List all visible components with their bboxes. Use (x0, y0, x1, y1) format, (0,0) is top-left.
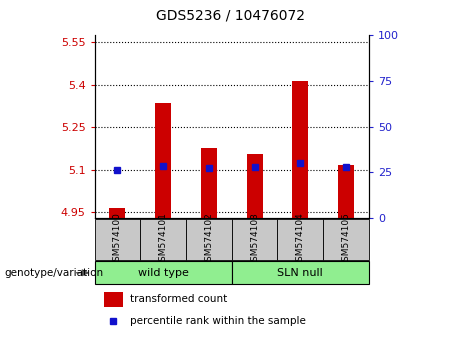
Bar (95, 219, 140, 260)
Bar (95, 261, 231, 284)
Text: genotype/variation: genotype/variation (5, 268, 104, 278)
Bar (155, 103, 171, 218)
Text: GSM574103: GSM574103 (250, 212, 259, 267)
Bar (292, 81, 308, 218)
Bar (140, 219, 186, 260)
Text: wild type: wild type (138, 268, 189, 278)
Bar (231, 219, 278, 260)
Bar (231, 261, 369, 284)
Bar (104, 292, 123, 307)
Text: GSM574105: GSM574105 (342, 212, 350, 267)
Text: SLN null: SLN null (278, 268, 323, 278)
Text: GDS5236 / 10476072: GDS5236 / 10476072 (156, 9, 305, 23)
Bar (323, 219, 369, 260)
Bar (278, 219, 323, 260)
Bar (201, 148, 217, 218)
Text: GSM574102: GSM574102 (204, 212, 213, 267)
Text: GSM574100: GSM574100 (113, 212, 122, 267)
Text: percentile rank within the sample: percentile rank within the sample (130, 316, 306, 326)
Bar (247, 154, 262, 218)
Text: transformed count: transformed count (130, 295, 227, 304)
Bar (109, 207, 125, 218)
Bar (186, 219, 231, 260)
Text: GSM574101: GSM574101 (159, 212, 168, 267)
Text: GSM574104: GSM574104 (296, 212, 305, 267)
Bar (338, 165, 354, 218)
